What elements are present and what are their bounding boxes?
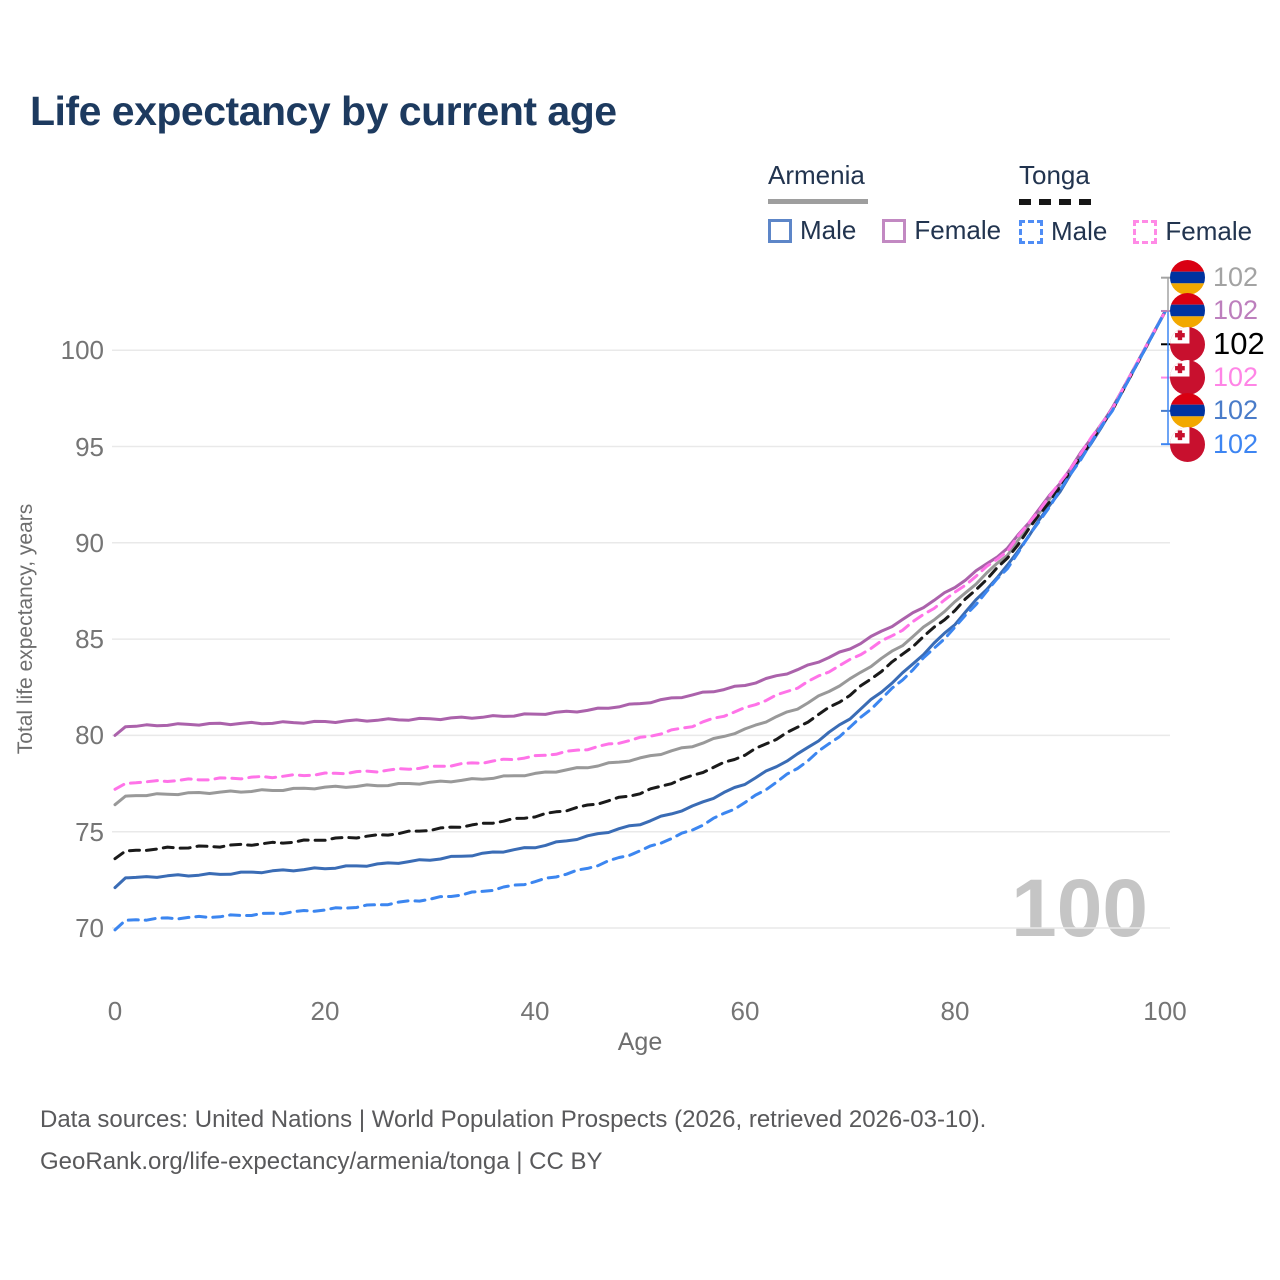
x-tick-label-20: 20 xyxy=(310,996,340,1026)
tonga-male-swatch-icon[interactable] xyxy=(1019,219,1043,244)
y-tick-label-100: 100 xyxy=(60,335,104,366)
end-label-value: 102 xyxy=(1213,428,1259,459)
x-tick-label-100: 100 xyxy=(1143,996,1187,1026)
legend-item-tonga-female[interactable]: Female xyxy=(1133,216,1252,247)
legend-label-armenia-male[interactable]: Male xyxy=(800,215,857,245)
end-label-value: 102 xyxy=(1213,326,1265,362)
y-tick-label-85: 85 xyxy=(75,624,104,655)
armenia-flag-icon xyxy=(1170,293,1205,329)
end-label-value: 102 xyxy=(1213,262,1259,293)
y-tick-label-90: 90 xyxy=(75,527,104,558)
age-watermark: 100 xyxy=(1011,863,1148,954)
end-label-armenia-male: 102 xyxy=(1170,393,1258,429)
attribution-note: GeoRank.org/life-expectancy/armenia/tong… xyxy=(40,1148,603,1175)
end-label-value: 102 xyxy=(1213,295,1259,326)
data-sources-note: Data sources: United Nations | World Pop… xyxy=(40,1106,987,1133)
x-axis-title: Age xyxy=(617,1028,663,1056)
legend-tonga-line-sample xyxy=(1019,199,1091,205)
armenia-flag-icon xyxy=(1170,393,1205,429)
series-line-armenia-both xyxy=(113,310,1167,807)
y-tick-label-95: 95 xyxy=(75,431,104,462)
series-line-tonga-both xyxy=(113,310,1167,861)
tonga-flag-icon xyxy=(1170,426,1205,462)
legend-item-armenia-female[interactable]: Female xyxy=(882,215,1001,246)
legend-country-tonga: Tonga xyxy=(1019,160,1090,190)
series-line-armenia-male xyxy=(113,310,1167,890)
legend-group-armenia: Armenia Male Female xyxy=(768,160,1027,246)
legend-armenia-line-sample xyxy=(768,199,868,204)
legend-group-tonga: Tonga Male Female xyxy=(1019,160,1278,247)
y-tick-label-70: 70 xyxy=(75,913,104,943)
tonga-flag-icon xyxy=(1170,326,1205,362)
tonga-female-swatch-icon[interactable] xyxy=(1133,219,1158,244)
end-label-tonga-female: 102 xyxy=(1170,360,1258,396)
armenia-flag-icon xyxy=(1170,260,1205,296)
series-line-tonga-male xyxy=(113,310,1167,932)
x-tick-label-0: 0 xyxy=(107,996,123,1026)
legend-label-tonga-male[interactable]: Male xyxy=(1051,216,1108,246)
legend-label-tonga-female[interactable]: Female xyxy=(1165,216,1253,246)
x-tick-label-60: 60 xyxy=(730,996,760,1026)
legend-item-tonga-male[interactable]: Male xyxy=(1019,216,1107,247)
tonga-flag-icon xyxy=(1170,360,1205,396)
end-label-value: 102 xyxy=(1213,395,1259,426)
legend-label-armenia-female[interactable]: Female xyxy=(914,215,1002,245)
legend-item-armenia-male[interactable]: Male xyxy=(768,215,856,246)
armenia-male-swatch-icon[interactable] xyxy=(768,218,792,243)
end-label-value: 102 xyxy=(1213,362,1259,393)
series-line-tonga-female xyxy=(113,310,1167,791)
page-title: Life expectancy by current age xyxy=(30,88,617,134)
series-line-armenia-female xyxy=(113,310,1167,737)
end-label-armenia-female: 102 xyxy=(1170,293,1258,329)
y-tick-label-80: 80 xyxy=(75,720,104,751)
x-tick-label-40: 40 xyxy=(520,996,550,1026)
end-label-armenia-both: 102 xyxy=(1170,260,1258,296)
armenia-female-swatch-icon[interactable] xyxy=(882,218,907,243)
legend-country-armenia: Armenia xyxy=(768,160,865,190)
end-label-tonga-both: 102 xyxy=(1170,326,1265,362)
y-tick-label-75: 75 xyxy=(75,816,104,847)
x-tick-label-80: 80 xyxy=(940,996,970,1026)
end-label-tonga-male: 102 xyxy=(1170,426,1258,462)
